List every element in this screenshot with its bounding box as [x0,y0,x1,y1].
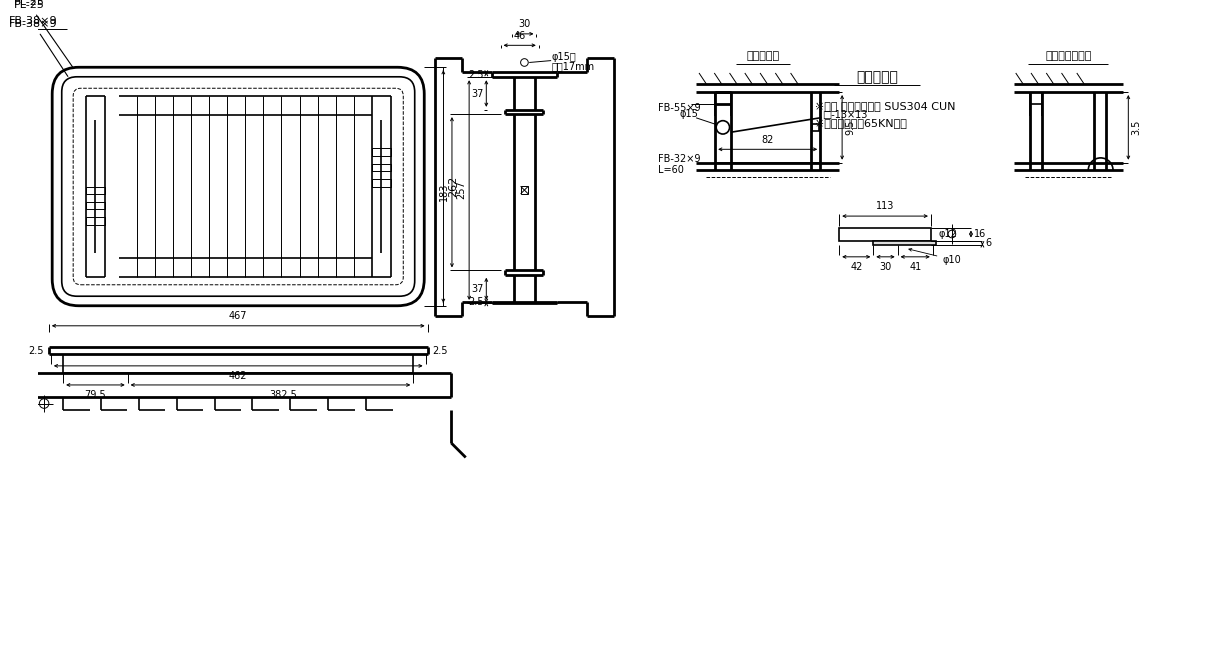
Text: 3.5: 3.5 [1131,120,1141,135]
Text: 37: 37 [471,284,483,294]
Text: L=60: L=60 [658,165,684,175]
FancyBboxPatch shape [52,67,424,306]
Text: ロックピン: ロックピン [856,70,899,84]
Text: 257: 257 [457,181,466,200]
Text: PL-25: PL-25 [15,0,45,7]
Bar [86,217,104,225]
Text: 46: 46 [513,30,526,40]
Text: 2.5: 2.5 [432,345,448,355]
Text: 深こ17mm: 深こ17mm [551,61,595,72]
Text: ※材質 ステンレス製 SUS304 CUN: ※材質 ステンレス製 SUS304 CUN [815,101,955,111]
Bar [521,186,528,194]
Text: 113: 113 [876,202,894,211]
Text: 82: 82 [762,135,774,145]
Text: 2.5: 2.5 [467,70,483,80]
Text: φ15穴: φ15穴 [551,52,576,62]
Text: 6: 6 [986,238,992,248]
Text: 462: 462 [229,371,247,381]
Text: 9.5: 9.5 [845,120,855,135]
Text: ※せん断強さは65KN以上: ※せん断強さは65KN以上 [815,118,907,128]
Bar [873,241,936,245]
Text: 382.5: 382.5 [269,390,297,400]
Text: 2.5: 2.5 [29,345,44,355]
Text: ロック解除状態: ロック解除状態 [1045,51,1091,61]
Text: 30: 30 [518,19,530,29]
Text: 467: 467 [229,311,247,321]
Text: FB-38×9: FB-38×9 [10,19,68,76]
Bar [372,164,391,171]
Text: 16: 16 [974,229,986,239]
Bar [86,202,104,210]
Bar [372,149,391,156]
Bar [839,227,931,241]
Text: φ12: φ12 [939,229,958,239]
Text: FB-32×9: FB-32×9 [658,154,700,164]
Text: φ10: φ10 [909,249,962,265]
Text: □-13×13: □-13×13 [822,110,867,120]
Text: ロック状態: ロック状態 [746,51,780,61]
Text: FB-38×9: FB-38×9 [10,16,58,27]
Text: 30: 30 [879,262,891,272]
Text: 37: 37 [471,89,483,99]
Text: 79.5: 79.5 [85,390,107,400]
Text: 42: 42 [850,262,862,272]
Text: φ15: φ15 [679,109,699,119]
Text: 183: 183 [440,183,449,202]
Bar [86,186,104,194]
Text: 2.5: 2.5 [467,298,483,308]
Text: FB-55×9: FB-55×9 [658,103,701,113]
Bar [372,179,391,186]
Bar [811,123,819,131]
Text: PL-25: PL-25 [15,0,73,67]
Text: 262: 262 [448,176,458,197]
Text: 41: 41 [909,262,922,272]
